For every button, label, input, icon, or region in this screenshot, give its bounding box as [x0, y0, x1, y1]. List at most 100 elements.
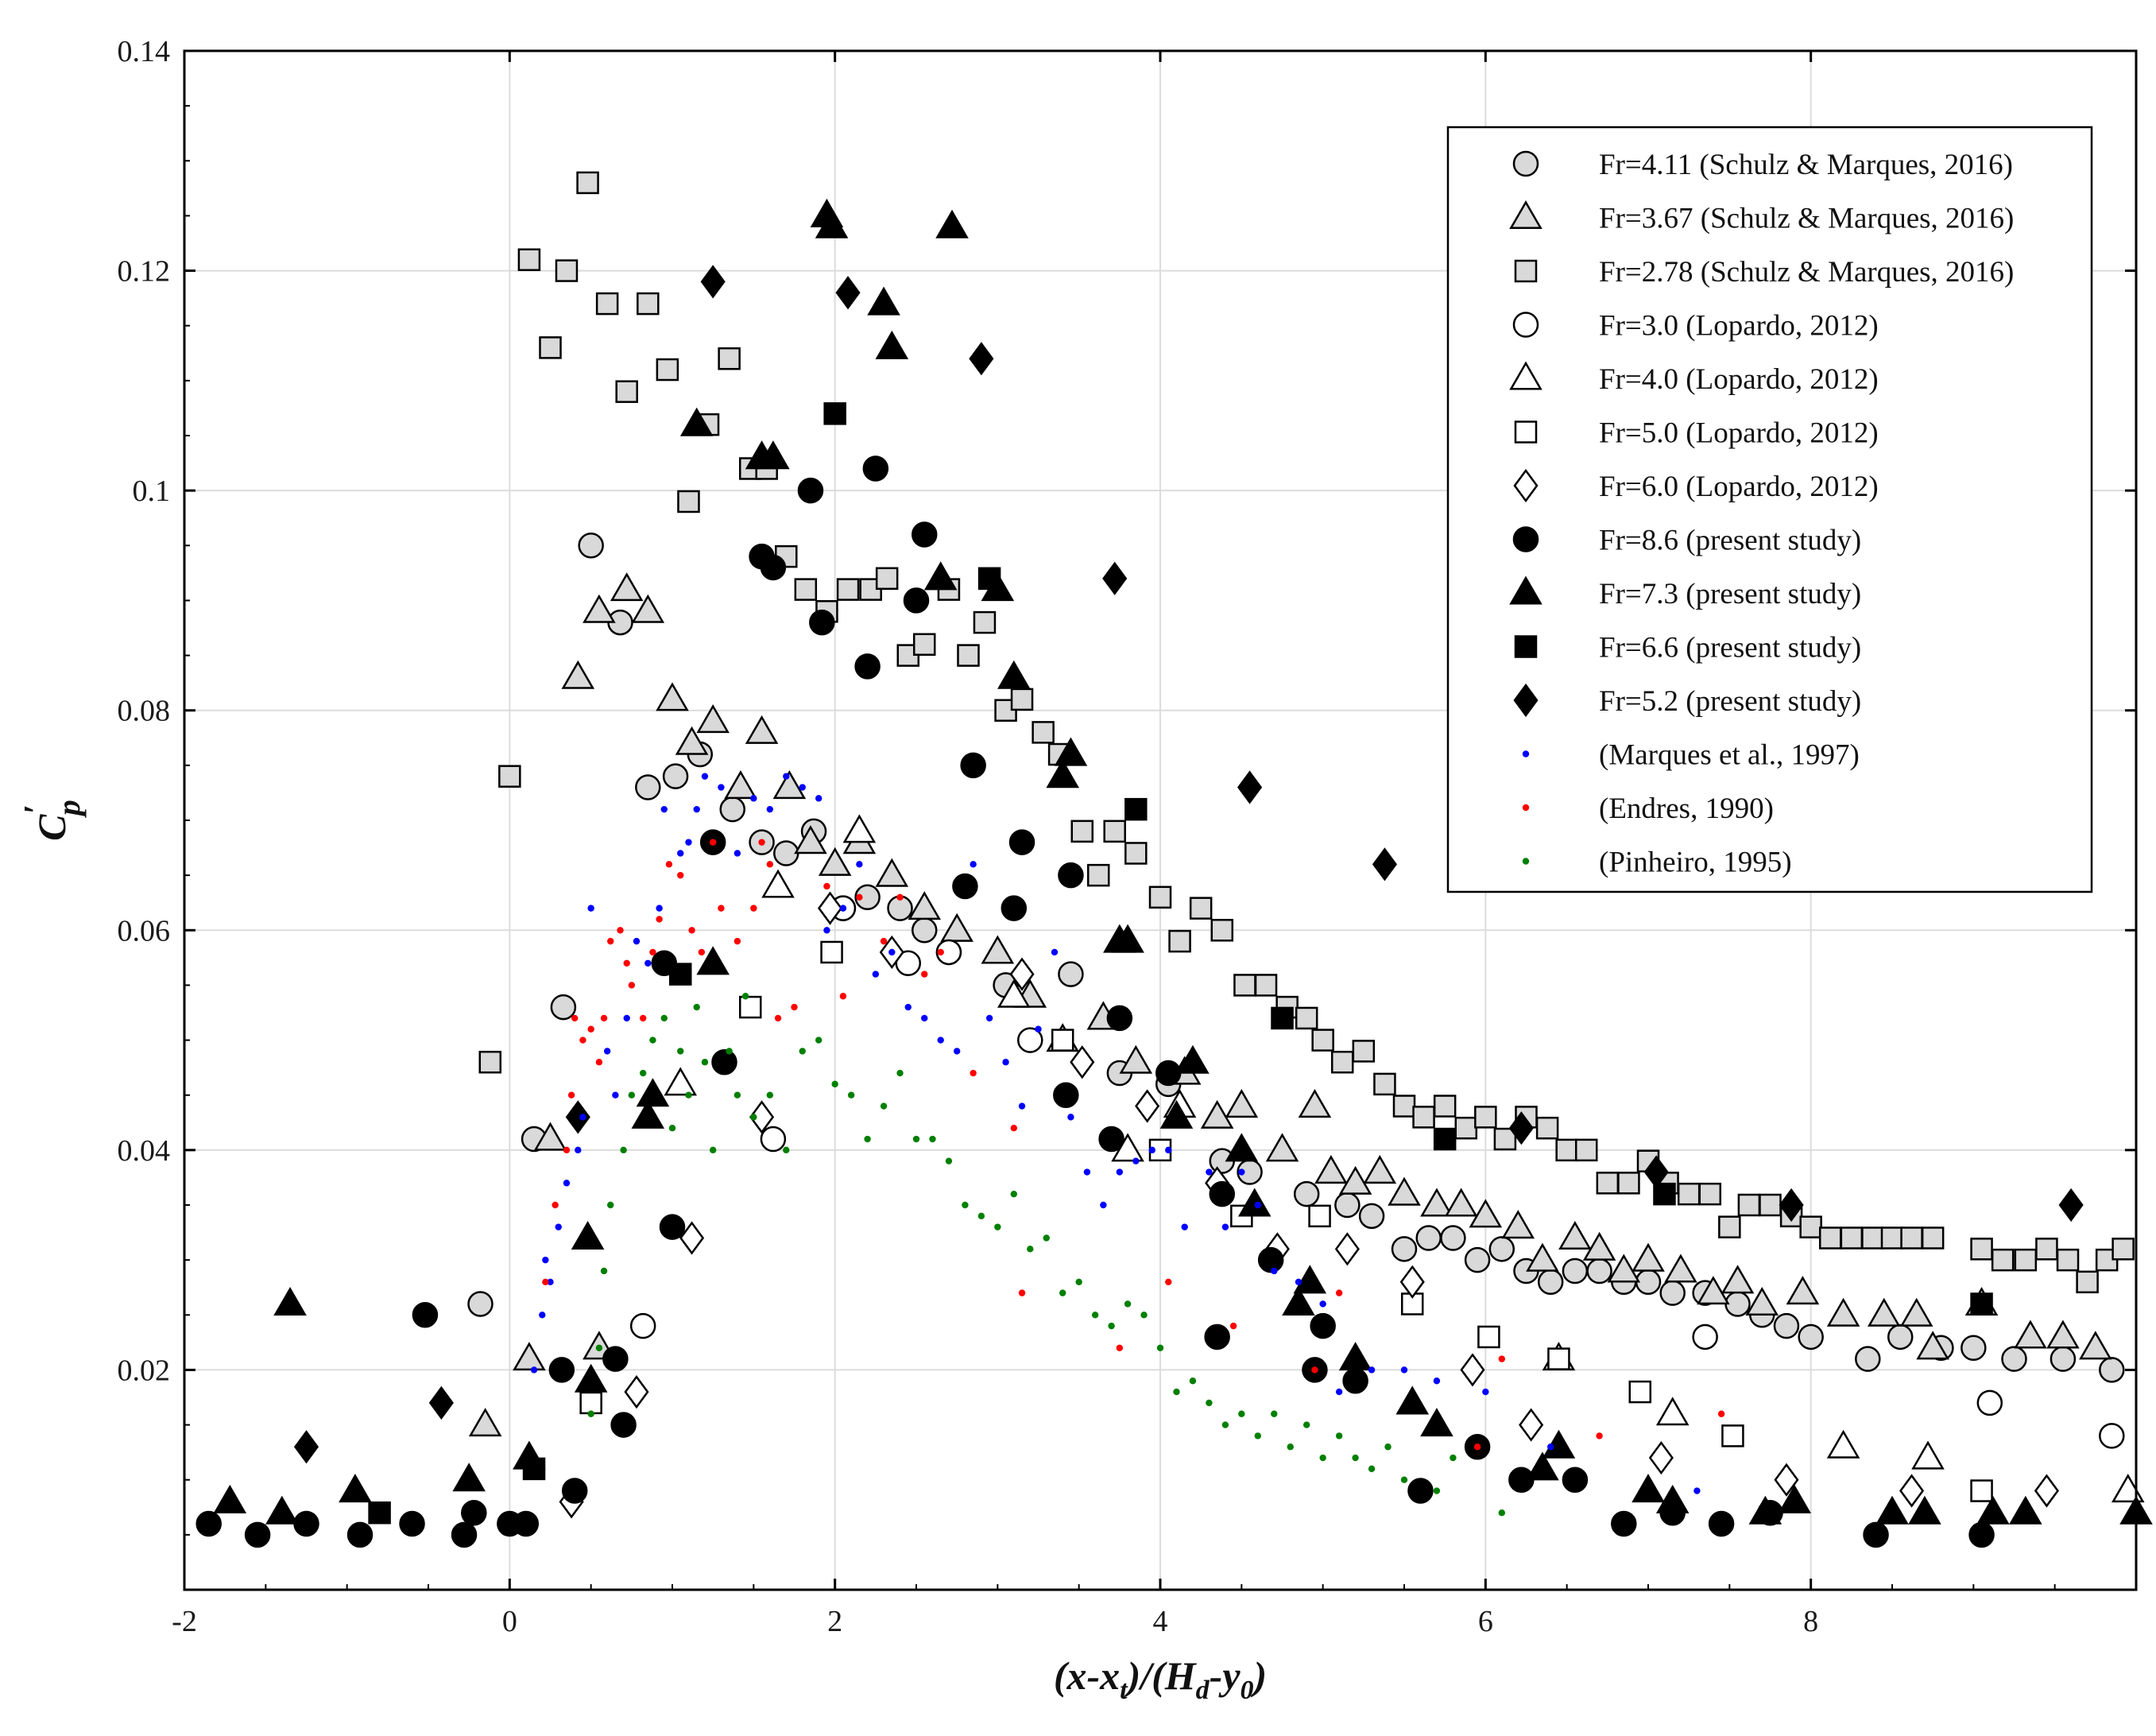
data-point [1303, 1421, 1310, 1428]
legend-entry: Fr=4.0 (Lopardo, 2012) [1509, 361, 1879, 396]
data-point [1293, 1180, 1320, 1207]
data-point [1311, 1366, 1318, 1374]
data-point [2035, 1238, 2058, 1261]
data-point [563, 1180, 571, 1187]
series-8 [213, 198, 2153, 1525]
data-point [1363, 1155, 1397, 1184]
data-point [757, 440, 790, 470]
data-point [1708, 1510, 1735, 1537]
legend-entry: (Marques et al., 1997) [1522, 739, 1860, 772]
data-point [977, 1212, 985, 1220]
data-point [1298, 1089, 1332, 1118]
y-title-main: C [29, 814, 74, 841]
data-point [1372, 847, 1397, 882]
data-point [1648, 1440, 1674, 1475]
data-point [1863, 1521, 1889, 1548]
data-point [1083, 1168, 1091, 1176]
data-point [1156, 1344, 1164, 1351]
data-point [994, 699, 1017, 722]
data-point [1358, 1203, 1385, 1230]
legend-marker [1514, 259, 1538, 283]
data-point [1970, 1292, 1993, 1316]
data-point [629, 1312, 656, 1339]
data-point [1407, 1478, 1434, 1504]
data-point [1611, 1510, 1637, 1537]
data-point [766, 1091, 773, 1099]
data-point [1221, 1223, 1229, 1230]
data-point [1388, 1176, 1421, 1206]
data-point [908, 891, 942, 920]
data-point [1976, 1389, 2003, 1416]
data-point [912, 633, 936, 656]
data-point [1168, 929, 1191, 953]
x-title-part-4: ) [1251, 1653, 1268, 1698]
x-title-part-1: (x-x [1054, 1653, 1120, 1698]
data-point [835, 276, 861, 310]
data-point [1124, 797, 1148, 821]
data-point [1059, 1289, 1066, 1296]
data-point [1148, 1146, 1155, 1154]
data-point [1420, 1408, 1453, 1437]
data-point [620, 1146, 627, 1154]
data-point [783, 1146, 790, 1154]
data-point [1474, 1106, 1497, 1129]
data-point [2014, 1248, 2038, 1272]
data-point [1257, 1246, 1284, 1273]
data-point [513, 1510, 540, 1537]
data-point [547, 1278, 554, 1286]
series-11 [530, 773, 1701, 1494]
data-point [734, 850, 741, 857]
data-point [1508, 1111, 1534, 1145]
data-point [555, 1223, 562, 1230]
data-point [1159, 1099, 1194, 1129]
legend-marker [1522, 750, 1530, 758]
data-point [660, 805, 668, 813]
data-point [1338, 1342, 1372, 1371]
data-point [1254, 974, 1278, 997]
data-point [1460, 1353, 1485, 1387]
data-point [637, 292, 660, 316]
data-point [896, 1069, 904, 1077]
data-point [607, 937, 614, 945]
data-point [635, 774, 661, 800]
data-point [677, 490, 700, 513]
data-point [718, 784, 725, 791]
data-point [1469, 1199, 1503, 1228]
data-point [1352, 1040, 1376, 1063]
data-point [587, 1410, 594, 1417]
data-point [668, 963, 692, 986]
data-point [1899, 1474, 1925, 1508]
data-point [1189, 897, 1213, 920]
data-point [675, 726, 709, 755]
x-title-sub-3: 0 [1241, 1676, 1254, 1705]
data-point [1206, 1399, 1213, 1407]
data-point [1108, 1322, 1115, 1330]
data-point [1319, 1454, 1326, 1462]
data-point [1058, 862, 1084, 889]
data-point [823, 927, 830, 934]
data-point [660, 1014, 668, 1022]
data-point [1464, 1246, 1491, 1273]
data-point [1368, 1366, 1376, 1374]
data-point [1659, 1280, 1686, 1306]
legend-entry: Fr=6.6 (present study) [1514, 632, 1861, 665]
data-point [1412, 1106, 1435, 1129]
legend-entry: Fr=3.0 (Lopardo, 2012) [1512, 310, 1879, 343]
data-point [960, 752, 986, 779]
data-point [2099, 1357, 2125, 1383]
data-point [1001, 895, 1028, 921]
data-point [888, 948, 896, 956]
data-point [799, 1048, 806, 1055]
data-point [1391, 1236, 1418, 1262]
data-point [2014, 1319, 2047, 1349]
data-point [265, 1495, 299, 1525]
data-point [1233, 974, 1256, 997]
data-point [662, 763, 689, 789]
data-point [1311, 1029, 1334, 1052]
data-point [1697, 1276, 1730, 1305]
data-point [952, 873, 978, 900]
data-point [815, 1037, 823, 1044]
data-point [875, 330, 909, 359]
y-tick-label: 0.02 [118, 1354, 171, 1387]
data-point [656, 916, 663, 923]
